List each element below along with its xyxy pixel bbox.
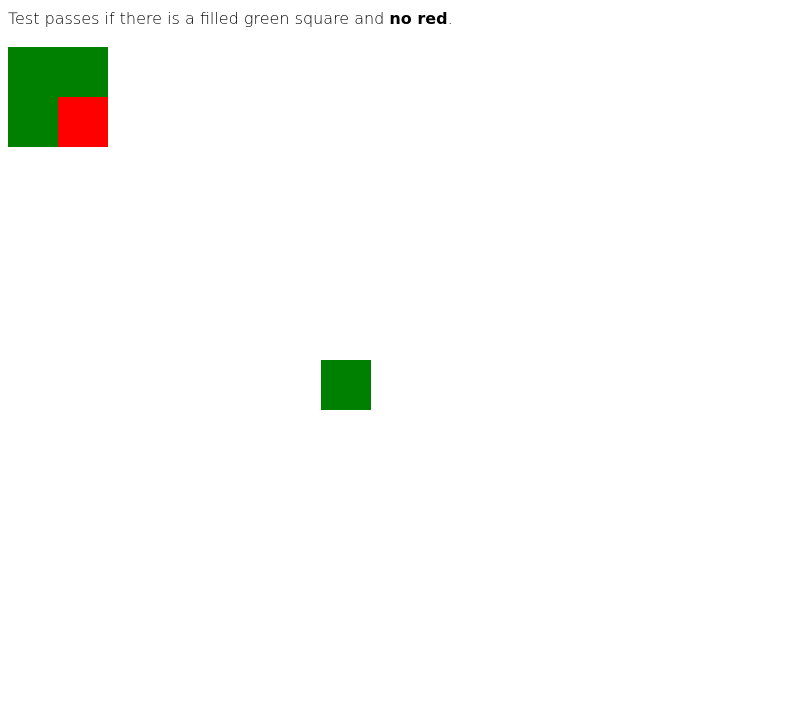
instruction-emphasis: no red (389, 9, 448, 28)
test-instruction: Test passes if there is a filled green s… (8, 8, 453, 30)
green-small-square (321, 360, 371, 410)
red-square (58, 97, 108, 147)
instruction-prefix: Test passes if there is a filled green s… (8, 9, 390, 28)
instruction-suffix: . (447, 9, 453, 28)
